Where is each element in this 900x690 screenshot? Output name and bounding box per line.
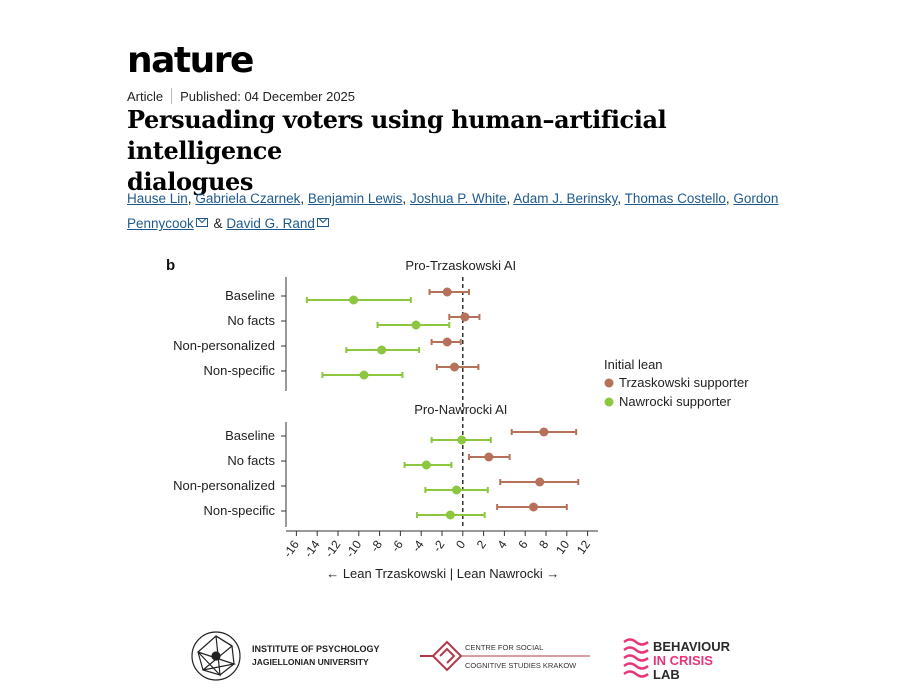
centre-emblem-icon — [420, 640, 463, 672]
point-estimate — [442, 337, 452, 347]
email-icon[interactable] — [195, 218, 208, 227]
author-separator: , — [725, 191, 734, 206]
x-tick-label: 12 — [574, 537, 593, 556]
category-label: Non-personalized — [173, 478, 275, 493]
author-link[interactable]: David G. Rand — [226, 216, 315, 231]
category-label: No facts — [227, 313, 275, 328]
legend-item: Trzaskowski supporter — [619, 375, 749, 390]
article-title-line2: dialogues — [127, 167, 253, 196]
category-label: Non-specific — [203, 503, 275, 518]
legend-title: Initial lean — [604, 357, 663, 372]
panel-title: Pro-Trzaskowski AI — [405, 258, 516, 273]
author-link[interactable]: Gordon Pennycook — [127, 191, 779, 231]
article-meta: Article Published: 04 December 2025 — [127, 88, 355, 104]
behaviour-lab-logo: BEHAVIOUR IN CRISIS LAB — [623, 638, 731, 682]
legend-marker — [604, 397, 614, 407]
x-tick-label: 6 — [515, 537, 530, 551]
meta-divider — [171, 88, 173, 104]
point-estimate — [349, 295, 359, 305]
institute-logo: INSTITUTE OF PSYCHOLOGY JAGIELLONIAN UNI… — [191, 631, 380, 681]
x-tick-label: 2 — [474, 537, 489, 551]
x-tick-label: 4 — [495, 537, 510, 551]
author-link[interactable]: Thomas Costello — [624, 191, 726, 206]
institute-name-line1: INSTITUTE OF PSYCHOLOGY — [252, 644, 380, 654]
author-link[interactable]: Gabriela Czarnek — [195, 191, 301, 206]
behaviour-wave-icon — [623, 638, 649, 678]
point-estimate — [539, 427, 549, 437]
panel-label: b — [166, 257, 175, 274]
centre-name-line1: CENTRE FOR SOCIAL — [465, 643, 543, 652]
article-title-line1: Persuading voters using human–artificial… — [127, 105, 667, 165]
legend-item: Nawrocki supporter — [619, 394, 732, 409]
author-list: Hause Lin, Gabriela Czarnek, Benjamin Le… — [127, 186, 807, 236]
category-label: Baseline — [225, 428, 275, 443]
behaviour-lab-line1: BEHAVIOUR — [653, 639, 731, 654]
forest-plot: b Pro-Trzaskowski AI Baseline No facts Non-p… — [166, 257, 749, 581]
logo-strip: INSTITUTE OF PSYCHOLOGY JAGIELLONIAN UNI… — [191, 631, 731, 682]
panel-title: Pro-Nawrocki AI — [414, 402, 507, 417]
institute-emblem-icon — [191, 631, 241, 681]
category-label: Baseline — [225, 288, 275, 303]
author-separator: , — [300, 191, 308, 206]
category-label: No facts — [227, 453, 275, 468]
point-estimate — [445, 510, 455, 520]
point-estimate — [484, 452, 494, 462]
point-estimate — [529, 502, 539, 512]
point-estimate — [377, 345, 387, 355]
author-link[interactable]: Benjamin Lewis — [307, 191, 403, 206]
x-tick-label: -8 — [367, 537, 385, 554]
x-tick-label: -14 — [301, 537, 323, 560]
point-estimate — [411, 320, 421, 330]
article-type: Article — [127, 88, 164, 104]
journal-brand[interactable]: nature — [127, 40, 254, 81]
author-separator: , — [617, 191, 625, 206]
author-and: & — [209, 216, 227, 231]
point-estimate — [457, 435, 467, 445]
x-tick-label: -12 — [322, 537, 344, 560]
point-estimate — [535, 477, 545, 487]
centre-name-line2: COGNITIVE STUDIES KRAKOW — [465, 661, 577, 670]
x-tick-label: 8 — [536, 537, 551, 551]
category-label: Non-personalized — [173, 338, 275, 353]
x-tick-label: -10 — [343, 537, 365, 560]
point-estimate — [359, 370, 369, 380]
point-estimate — [460, 312, 470, 322]
point-estimate — [449, 362, 459, 372]
author-separator: , — [187, 191, 196, 206]
institute-name-line2: JAGIELLONIAN UNIVERSITY — [252, 657, 369, 667]
author-link[interactable]: Hause Lin — [127, 191, 188, 206]
author-link[interactable]: Adam J. Berinsky — [513, 191, 618, 206]
behaviour-lab-line3: LAB — [653, 667, 680, 682]
x-tick-label: -16 — [280, 537, 302, 560]
x-tick-label: -4 — [409, 537, 427, 554]
point-estimate — [442, 287, 452, 297]
point-estimate — [421, 460, 431, 470]
category-label: Non-specific — [203, 363, 275, 378]
x-tick-label: -2 — [430, 537, 448, 554]
article-title: Persuading voters using human–artificial… — [127, 104, 807, 197]
author-separator: , — [402, 191, 410, 206]
x-tick-label: 0 — [453, 537, 468, 551]
behaviour-lab-line2: IN CRISIS — [653, 653, 713, 668]
x-axis-label: ← Lean Trzaskowski | Lean Nawrocki → — [326, 566, 559, 581]
published-date: Published: 04 December 2025 — [180, 88, 356, 104]
author-link[interactable]: Joshua P. White — [409, 191, 507, 206]
legend-marker — [604, 378, 614, 388]
point-estimate — [452, 485, 462, 495]
x-tick-label: 10 — [553, 537, 572, 556]
x-tick-label: -6 — [388, 537, 406, 554]
centre-logo: CENTRE FOR SOCIAL COGNITIVE STUDIES KRAK… — [420, 640, 590, 672]
email-icon[interactable] — [316, 218, 329, 227]
author-separator: , — [506, 191, 514, 206]
